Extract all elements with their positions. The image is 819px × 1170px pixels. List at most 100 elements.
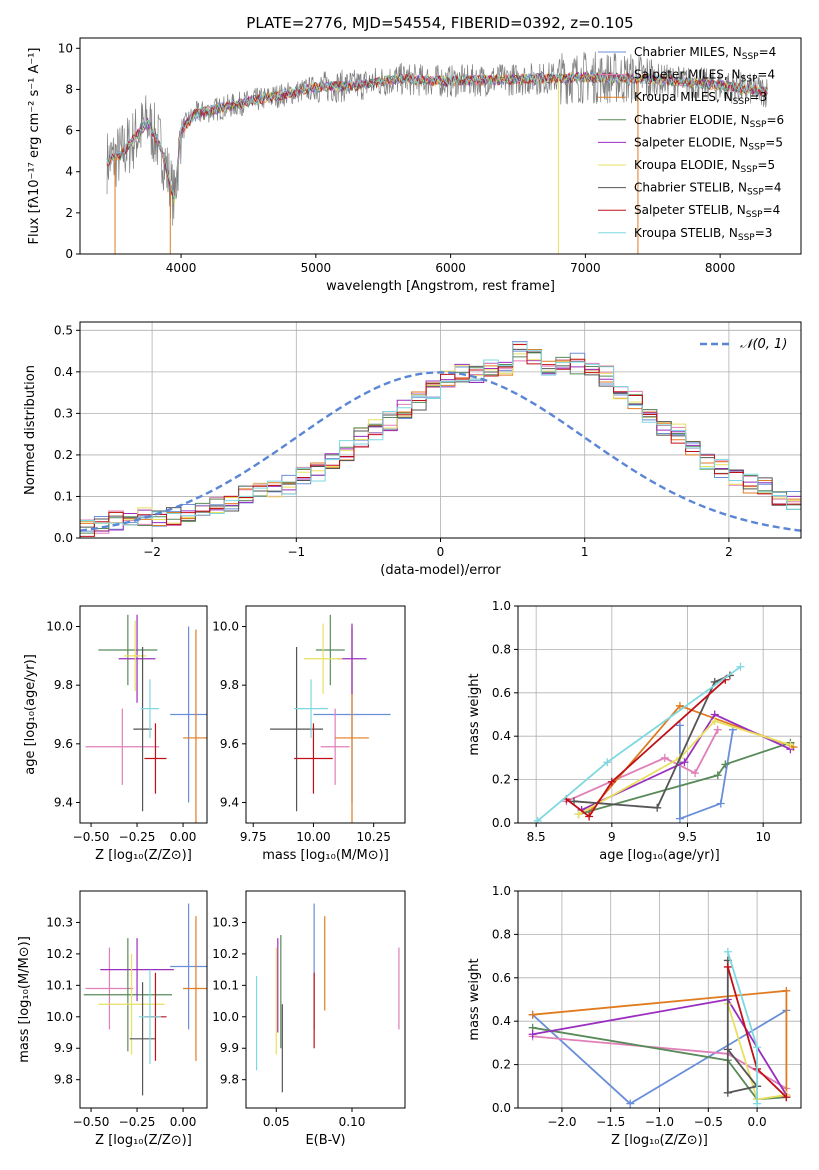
axes-frame [245,605,406,824]
x-tick-label: 0.00 [170,830,197,844]
y-tick-label: 4 [65,165,73,179]
y-axis-label: mass weight [467,673,482,755]
histogram-step-line [80,351,801,534]
series-marker [528,1010,537,1019]
errorbar-point [170,903,207,1030]
y-tick-label: 9.6 [220,737,239,751]
legend-text: =4 [757,68,775,82]
series-line [566,729,719,803]
y-tick-label: 0.4 [492,1014,511,1028]
errorbar-point [294,679,328,738]
x-tick-label: −0.50 [73,1115,110,1129]
y-tick-label: 0.2 [492,1058,511,1072]
x-tick-label: −0.5 [694,1115,723,1129]
legend-subscript: SSP [738,233,755,243]
series-marker [528,1030,537,1039]
histogram-step-line [80,353,801,524]
errorbar-point [129,982,156,1096]
legend-text: =4 [763,203,781,217]
series-marker [675,814,684,823]
series-marker [782,1093,791,1102]
series-marker [716,799,725,808]
residuals-panel: −2 −1 0 1 2 0.0 0.1 0.2 0.3 0.4 0.5 (data-model)/er… [23,321,802,578]
x-tick-label: 0 [437,545,445,559]
errorbar-point [315,614,345,686]
y-tick-label: 0.8 [492,642,511,656]
x-tick-label: 4000 [166,261,197,275]
y-tick-label: 2 [65,206,73,220]
legend-entry: Chabrier STELIB, NSSP=4 [634,181,782,198]
legend-entry: Salpeter ELODIE, NSSP=5 [634,135,783,152]
x-tick-label: 6000 [435,261,466,275]
histogram-step-line [80,341,801,526]
y-tick-label: 9.8 [54,1073,73,1087]
y-tick-label: 10.2 [212,947,239,961]
y-tick-label: 0.3 [54,406,73,420]
series-line [573,674,731,809]
x-tick-label: −2 [143,545,161,559]
legend-text: Chabrier MILES, N [634,45,742,59]
series-marker [710,717,719,726]
errorbar-point [183,916,207,1061]
series-marker [721,760,730,769]
x-tick-label: −0.25 [119,830,156,844]
series-line [578,741,791,816]
series-marker [653,803,662,812]
errorbar-point [83,938,173,1052]
errorbar-point [270,647,324,812]
errorbar-point [183,629,207,823]
legend-subscript: SSP [750,120,767,130]
x-axis-label: Z [log₁₀(Z/Z⊙)] [611,1133,708,1148]
errorbar-point [98,614,158,686]
x-tick-label: −1.5 [596,1115,625,1129]
series-line [679,725,734,820]
y-tick-label: 9.9 [220,1041,239,1055]
y-tick-label: 10.0 [46,1010,73,1024]
legend-text: =3 [755,226,773,240]
y-tick-label: 1.0 [492,884,511,898]
axes-frame [79,321,802,539]
y-tick-label: 9.8 [220,678,239,692]
series-line [581,713,791,811]
model-spectrum-line [106,71,768,199]
y-tick-label: 9.8 [220,1073,239,1087]
x-tick-label: −0.50 [73,830,110,844]
x-tick-label: −2.0 [547,1115,576,1129]
y-tick-label: 9.8 [54,678,73,692]
axes-frame [79,37,802,255]
legend-text: Kroupa MILES, N [634,90,733,104]
x-axis-label: age [log₁₀(age/yr)] [599,848,720,863]
errorbar-point [100,938,174,1002]
legend-subscript: SSP [742,52,759,62]
legend-entry: Chabrier ELODIE, NSSP=6 [634,113,784,130]
age-vs-z-panel: −0.50 −0.25 0.00 9.4 9.6 9.8 10.0 Z [log₁₀(Z/Z⊙… [23,605,208,863]
legend-subscript: SSP [746,210,763,220]
x-tick-label: 9 [608,830,616,844]
y-tick-label: 10.1 [46,978,73,992]
axes-frame [79,605,208,824]
legend-text: Salpeter MILES, N [634,68,741,82]
y-tick-label: 0.2 [54,448,73,462]
y-tick-label: 9.6 [54,737,73,751]
legend-subscript: SSP [741,165,758,175]
series-marker [603,758,612,767]
errorbar-point [98,953,165,1055]
series-marker [713,771,722,780]
legend-entry: Salpeter MILES, NSSP=4 [634,68,775,85]
legend-subscript: SSP [748,142,765,152]
mass-weight-vs-z-panel: −2.0 −1.5 −1.0 −0.5 0.0 0.0 0.2 0.4 0.6 0.8 1.0 Z [… [467,884,802,1148]
x-tick-label: 8.5 [527,830,546,844]
x-axis-label: Z [log₁₀(Z/Z⊙)] [95,848,192,863]
axes-frame [517,890,802,1109]
series-line [578,719,791,816]
legend-subscript: SSP [747,188,764,198]
legend-entry: 𝒩(0, 1) [740,337,787,352]
y-tick-label: 0.1 [54,489,73,503]
errorbar-point [170,626,207,803]
x-axis-label: (data-model)/error [380,563,501,578]
series-marker [713,725,722,734]
legend-text: =6 [766,113,784,127]
y-axis-label: Normed distribution [23,365,38,495]
mass-weight-vs-age-panel: 8.5 9 9.5 10 0.0 0.2 0.4 0.6 0.8 1.0 age [log₁₀(ag… [467,599,802,863]
